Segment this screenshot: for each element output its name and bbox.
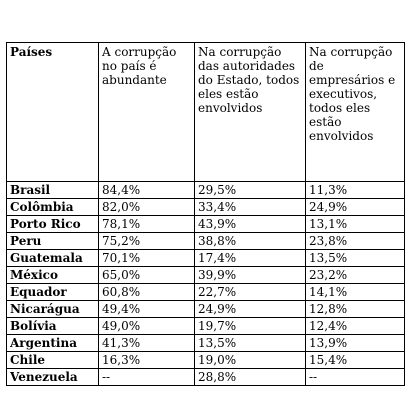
abundant-cell: 49,0% [98, 317, 195, 335]
table-row: Chile 16,3% 19,0% 15,4% [6, 351, 405, 369]
table-row: Peru 75,2% 38,8% 23,8% [6, 232, 405, 250]
header-business-executives: Na corrupção de empresários e executivos… [305, 42, 405, 182]
state-cell: 43,9% [194, 215, 306, 233]
header-corruption-abundant: A corrupção no país é abundante [98, 42, 195, 182]
abundant-cell: 49,4% [98, 300, 195, 318]
state-cell: 29,5% [194, 181, 306, 199]
country-cell: Nicarágua [6, 300, 99, 318]
business-cell: 14,1% [305, 283, 405, 301]
corruption-table-container: Países A corrupção no país é abundante N… [6, 42, 405, 386]
table-header: Países A corrupção no país é abundante N… [6, 42, 405, 182]
country-cell: Argentina [6, 334, 99, 352]
abundant-cell: 70,1% [98, 249, 195, 267]
business-cell: 23,2% [305, 266, 405, 284]
table-row: Brasil 84,4% 29,5% 11,3% [6, 181, 405, 199]
business-cell: 12,4% [305, 317, 405, 335]
country-cell: México [6, 266, 99, 284]
state-cell: 13,5% [194, 334, 306, 352]
business-cell: 11,3% [305, 181, 405, 199]
country-cell: Colômbia [6, 198, 99, 216]
country-cell: Guatemala [6, 249, 99, 267]
header-countries: Países [6, 42, 99, 182]
abundant-cell: 65,0% [98, 266, 195, 284]
business-cell: -- [305, 368, 405, 386]
country-cell: Venezuela [6, 368, 99, 386]
country-cell: Brasil [6, 181, 99, 199]
state-cell: 33,4% [194, 198, 306, 216]
abundant-cell: 82,0% [98, 198, 195, 216]
abundant-cell: 78,1% [98, 215, 195, 233]
country-cell: Porto Rico [6, 215, 99, 233]
table-row: Venezuela -- 28,8% -- [6, 368, 405, 386]
table-body: Brasil 84,4% 29,5% 11,3% Colômbia 82,0% … [6, 181, 405, 386]
abundant-cell: 84,4% [98, 181, 195, 199]
table-row: Guatemala 70,1% 17,4% 13,5% [6, 249, 405, 267]
business-cell: 12,8% [305, 300, 405, 318]
abundant-cell: -- [98, 368, 195, 386]
abundant-cell: 60,8% [98, 283, 195, 301]
business-cell: 13,5% [305, 249, 405, 267]
header-state-authorities: Na corrupção das autoridades do Estado, … [194, 42, 306, 182]
country-cell: Chile [6, 351, 99, 369]
state-cell: 19,7% [194, 317, 306, 335]
country-cell: Peru [6, 232, 99, 250]
abundant-cell: 41,3% [98, 334, 195, 352]
business-cell: 13,9% [305, 334, 405, 352]
table-row: Equador 60,8% 22,7% 14,1% [6, 283, 405, 301]
state-cell: 22,7% [194, 283, 306, 301]
business-cell: 23,8% [305, 232, 405, 250]
state-cell: 19,0% [194, 351, 306, 369]
business-cell: 13,1% [305, 215, 405, 233]
table-row: Bolívia 49,0% 19,7% 12,4% [6, 317, 405, 335]
state-cell: 39,9% [194, 266, 306, 284]
business-cell: 15,4% [305, 351, 405, 369]
state-cell: 38,8% [194, 232, 306, 250]
header-row: Países A corrupção no país é abundante N… [6, 42, 405, 182]
state-cell: 28,8% [194, 368, 306, 386]
table-row: México 65,0% 39,9% 23,2% [6, 266, 405, 284]
table-row: Porto Rico 78,1% 43,9% 13,1% [6, 215, 405, 233]
state-cell: 17,4% [194, 249, 306, 267]
corruption-table: Países A corrupção no país é abundante N… [6, 42, 405, 386]
business-cell: 24,9% [305, 198, 405, 216]
table-row: Argentina 41,3% 13,5% 13,9% [6, 334, 405, 352]
country-cell: Equador [6, 283, 99, 301]
table-row: Nicarágua 49,4% 24,9% 12,8% [6, 300, 405, 318]
abundant-cell: 16,3% [98, 351, 195, 369]
country-cell: Bolívia [6, 317, 99, 335]
table-row: Colômbia 82,0% 33,4% 24,9% [6, 198, 405, 216]
abundant-cell: 75,2% [98, 232, 195, 250]
state-cell: 24,9% [194, 300, 306, 318]
